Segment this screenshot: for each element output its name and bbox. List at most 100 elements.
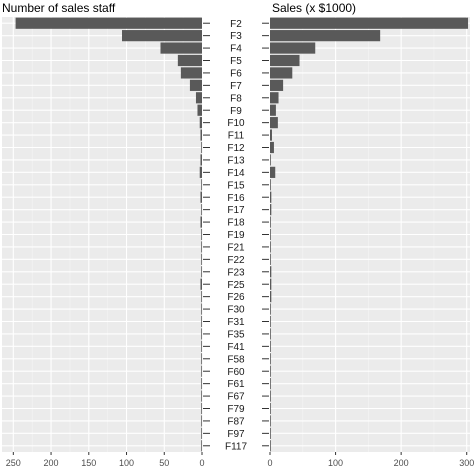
bar-sales-staff-F3 [122,30,202,42]
category-label: F19 [227,230,245,241]
bar-sales-F26 [270,291,272,303]
bar-sales-F3 [270,30,381,42]
category-label: F23 [227,267,245,278]
bar-sales-F9 [270,104,276,116]
bar-sales-staff-F79 [201,402,203,415]
bar-sales-F22 [270,253,271,265]
category-label: F79 [227,404,245,415]
category-label: F2 [230,19,242,30]
category-label: F26 [227,292,245,303]
left-axis-tick-label: 200 [44,458,59,468]
category-label: F12 [227,143,245,154]
bar-sales-F61 [270,378,271,390]
category-label: F117 [225,441,247,452]
left-axis-tick-label: 150 [81,458,96,468]
category-label: F58 [227,354,245,365]
bar-sales-F4 [270,42,316,54]
category-label: F13 [227,156,245,167]
category-label: F9 [230,106,242,117]
bar-sales-staff-F11 [200,129,202,141]
bar-sales-staff-F67 [201,390,203,402]
bar-sales-staff-F35 [201,328,203,340]
bar-sales-F97 [270,427,271,439]
bar-sales-staff-F10 [199,117,202,129]
bar-sales-F6 [270,67,293,79]
category-label: F35 [227,330,245,341]
bar-sales-staff-F6 [180,67,202,79]
category-label: F41 [227,342,245,353]
category-label: F10 [227,118,245,129]
bar-sales-F21 [270,241,271,253]
bar-sales-staff-F41 [201,340,203,352]
bar-sales-F18 [270,216,271,228]
bar-sales-staff-F13 [200,154,202,166]
bar-sales-staff-F25 [200,278,202,290]
category-label: F25 [227,280,245,291]
bar-sales-F23 [270,266,272,278]
left-axis-tick-label: 0 [199,458,204,468]
bar-sales-staff-F31 [201,315,203,328]
category-label: F5 [230,56,242,67]
right-axis-tick-label: 300 [459,458,474,468]
bar-sales-F41 [270,340,271,352]
bar-sales-F7 [270,79,284,91]
category-label: F11 [228,131,245,142]
bar-sales-staff-F87 [201,415,203,427]
category-label: F7 [230,81,242,92]
bar-sales-staff-F18 [200,216,202,228]
category-label: F30 [227,305,245,316]
bar-sales-F87 [270,415,271,427]
bar-sales-staff-F15 [201,179,203,191]
left-axis-tick-label: 100 [119,458,134,468]
category-label: F8 [230,93,242,104]
bar-sales-staff-F16 [200,191,202,203]
bar-sales-staff-F17 [201,204,203,216]
bar-sales-F25 [270,278,272,290]
category-label: F87 [227,417,245,428]
category-label: F17 [227,205,245,216]
bar-sales-F2 [270,17,469,29]
right-axis-tick-label: 0 [267,458,272,468]
bar-sales-staff-F2 [15,17,203,29]
left-axis-tick-label: 250 [6,458,21,468]
category-label: F22 [227,255,245,266]
bar-sales-staff-F97 [201,427,203,439]
bar-sales-F67 [270,390,271,402]
category-label: F15 [227,180,245,191]
bar-sales-staff-F19 [201,228,203,241]
category-label: F31 [227,317,245,328]
bar-sales-staff-F7 [189,79,202,91]
bar-sales-F15 [270,179,271,191]
bar-sales-staff-F9 [197,104,202,116]
bar-sales-staff-F12 [201,141,203,154]
bar-sales-staff-F14 [199,166,202,178]
bar-sales-staff-F22 [201,253,203,265]
bar-sales-F35 [270,328,271,340]
category-label: F97 [227,429,245,440]
bar-sales-F13 [270,154,271,166]
bar-sales-staff-F23 [201,266,203,278]
bar-sales-staff-F4 [160,42,202,54]
bars [15,17,469,452]
bar-sales-staff-F61 [201,378,203,390]
bar-sales-staff-F8 [195,92,202,104]
axis-ticks: 250 200 150 100 50 0 0 100 200 300 [6,452,474,468]
bar-sales-staff-F21 [201,241,203,253]
category-label: F6 [230,69,242,80]
bar-sales-F17 [270,204,272,216]
bar-sales-staff-F117 [201,440,203,452]
category-label: F4 [230,44,242,55]
right-axis-tick-label: 100 [328,458,343,468]
category-label: F21 [227,243,245,254]
bar-sales-F79 [270,402,271,415]
bar-sales-staff-F26 [201,291,203,303]
bar-sales-F14 [270,166,276,178]
bar-sales-F10 [270,117,278,129]
bar-sales-F117 [270,440,271,452]
bar-sales-F16 [270,191,272,203]
bar-sales-staff-F5 [177,54,202,67]
category-label: F14 [227,168,245,179]
bar-sales-F5 [270,54,300,67]
